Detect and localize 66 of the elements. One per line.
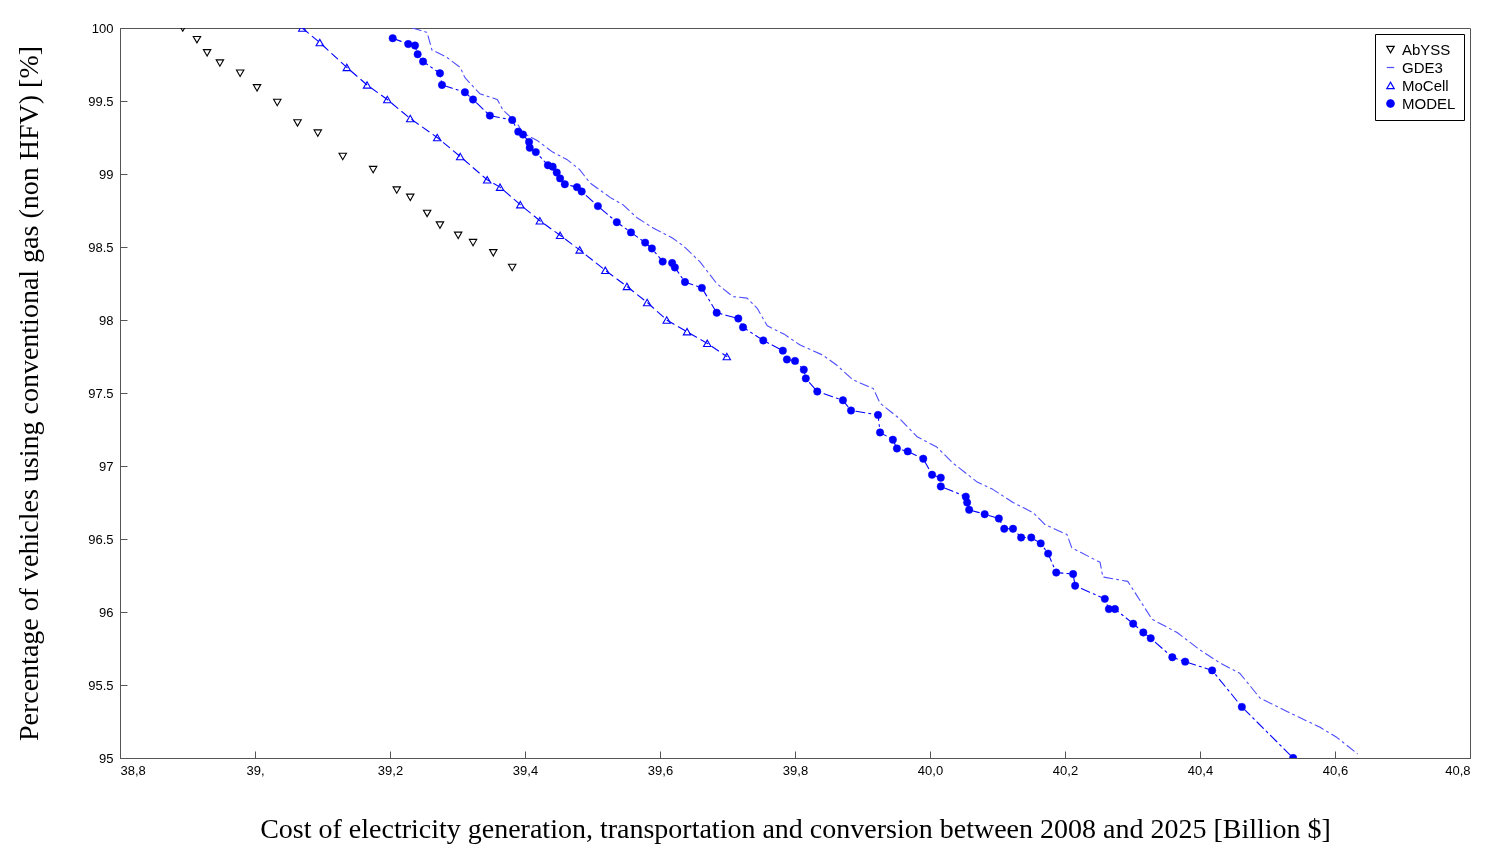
point xyxy=(252,84,262,92)
point xyxy=(202,49,212,57)
point xyxy=(192,35,202,44)
point xyxy=(293,119,302,127)
point xyxy=(482,176,492,184)
point xyxy=(273,98,282,107)
point xyxy=(405,114,415,123)
y-tick-label: 95 xyxy=(99,750,114,766)
x-tick-label: 39, xyxy=(246,762,265,778)
point xyxy=(338,152,348,161)
point xyxy=(495,183,505,191)
x-axis-title: Cost of electricity generation, transportation and conversion between 2008 and 2025 [Billion $] xyxy=(260,812,1331,844)
point xyxy=(489,249,498,257)
y-tick-label: 99 xyxy=(99,166,114,182)
y-tick-label: 97.5 xyxy=(88,385,114,401)
x-tick-label: 40,4 xyxy=(1187,762,1214,778)
x-tick-label: 39,4 xyxy=(512,762,539,778)
x-tick-label: 38,8 xyxy=(120,762,146,778)
point xyxy=(622,282,632,291)
x-tick-label: 40,2 xyxy=(1052,762,1079,778)
point xyxy=(702,339,712,348)
x-tick-label: 40,6 xyxy=(1322,762,1349,778)
y-tick-label: 100 xyxy=(91,20,114,36)
y-tick-label: 95.5 xyxy=(88,677,114,693)
point xyxy=(642,298,652,307)
point xyxy=(368,165,378,174)
point xyxy=(601,266,610,275)
point xyxy=(468,238,478,247)
point xyxy=(435,221,445,229)
point xyxy=(662,316,672,324)
point xyxy=(432,133,442,142)
y-axis-title: Percentage of vehicles using conventional gas (non HFV) [%] xyxy=(13,45,45,742)
point xyxy=(682,327,692,336)
legend-label: AbYSS xyxy=(1402,40,1451,58)
point xyxy=(315,38,325,47)
point xyxy=(507,263,517,272)
point xyxy=(235,69,245,78)
point xyxy=(516,200,525,209)
point xyxy=(405,193,415,202)
point xyxy=(362,81,372,89)
y-tick-label: 97 xyxy=(99,458,114,474)
point xyxy=(575,246,584,254)
point xyxy=(555,231,565,240)
y-tick-label: 96 xyxy=(99,604,114,620)
legend-label: MODEL xyxy=(1402,94,1456,112)
point xyxy=(722,352,732,361)
y-tick-label: 99.5 xyxy=(88,93,114,109)
y-tick-label: 96.5 xyxy=(88,531,114,547)
x-tick-label: 40,0 xyxy=(917,762,944,778)
legend-label: MoCell xyxy=(1402,76,1449,94)
x-tick-label: 39,8 xyxy=(782,762,809,778)
x-tick-label: 40,8 xyxy=(1445,762,1471,778)
point xyxy=(453,231,463,240)
y-tick-label: 98 xyxy=(99,312,114,328)
point xyxy=(342,63,352,72)
point xyxy=(383,95,392,104)
point xyxy=(535,216,545,225)
legend-label: GDE3 xyxy=(1402,58,1443,76)
point xyxy=(313,129,323,137)
point xyxy=(455,152,465,161)
point xyxy=(215,59,225,67)
point xyxy=(392,186,402,194)
point xyxy=(422,209,432,218)
y-tick-label: 98.5 xyxy=(88,239,114,255)
x-tick-label: 39,2 xyxy=(377,762,404,778)
x-tick-label: 39,6 xyxy=(647,762,674,778)
